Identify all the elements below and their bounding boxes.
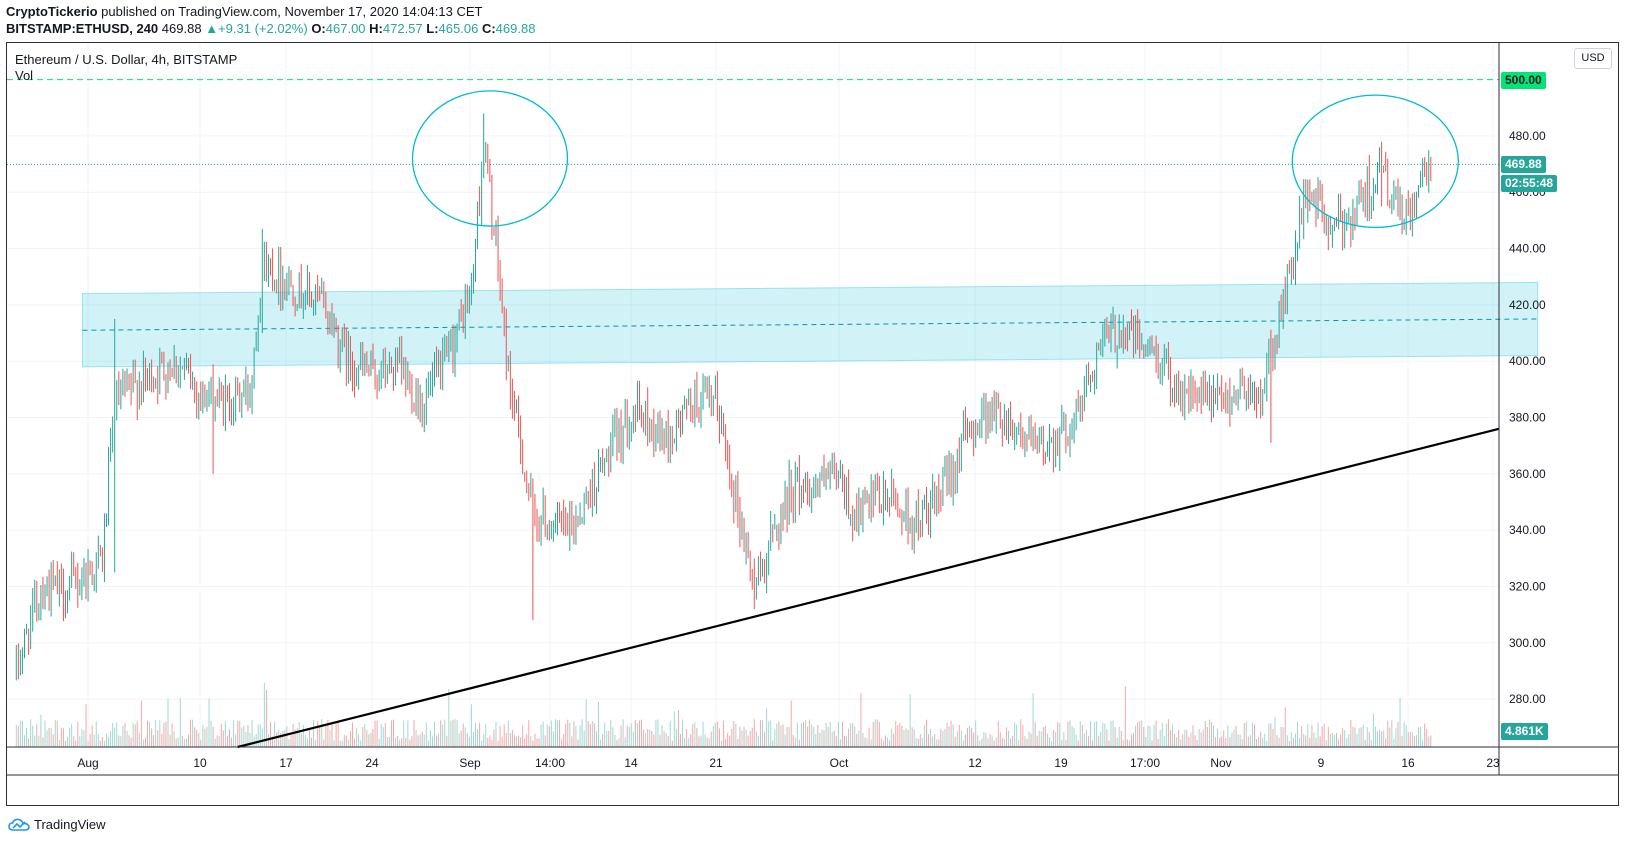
x-tick-label: Nov	[1210, 756, 1231, 770]
low-label: L:	[426, 21, 439, 36]
high-label: H:	[369, 21, 383, 36]
low-value: 465.06	[438, 21, 479, 36]
open-label: O:	[311, 21, 326, 36]
author-name[interactable]: CryptoTickerio	[6, 4, 98, 19]
x-tick-label: 19	[1054, 756, 1068, 770]
volume-legend[interactable]: Vol	[15, 68, 34, 83]
y-tick-label: 440.00	[1509, 242, 1546, 256]
y-tick-label: 480.00	[1509, 129, 1546, 143]
series-title[interactable]: Ethereum / U.S. Dollar, 4h, BITSTAMP	[15, 52, 238, 67]
y-tick-label: 400.00	[1509, 354, 1546, 368]
x-tick-label: 24	[365, 756, 379, 770]
x-tick-label: 9	[1318, 756, 1325, 770]
x-tick-label: 14:00	[535, 756, 565, 770]
resistance-price-label: 500.00	[1501, 71, 1546, 89]
parallel-channel[interactable]	[81, 281, 1539, 368]
footer-brand[interactable]: TradingView	[34, 817, 106, 832]
x-tick-label: Aug	[77, 756, 98, 770]
tradingview-logo-icon	[8, 818, 30, 831]
x-tick-label: 17:00	[1130, 756, 1160, 770]
close-label: C:	[481, 21, 496, 36]
highlight-ellipse[interactable]	[411, 90, 569, 227]
change-icon: ▲	[205, 21, 219, 36]
highlight-ellipse[interactable]	[1291, 94, 1459, 229]
y-tick-label: 280.00	[1509, 692, 1546, 706]
candles	[15, 113, 1432, 681]
symbol: BITSTAMP:ETHUSD, 240	[6, 21, 159, 36]
volume-bars	[15, 682, 1432, 747]
currency-button[interactable]: USD	[1574, 48, 1612, 69]
publish-info: CryptoTickerio published on TradingView.…	[6, 4, 482, 20]
open-value: 467.00	[325, 21, 366, 36]
high-value: 472.57	[382, 21, 423, 36]
symbol-info: BITSTAMP:ETHUSD, 240 469.88 ▲+9.31 (+2.0…	[6, 21, 535, 37]
x-tick-label: 21	[709, 756, 723, 770]
x-tick-label: 12	[968, 756, 982, 770]
y-tick-label: 320.00	[1509, 579, 1546, 593]
y-tick-label: 380.00	[1509, 411, 1546, 425]
x-tick-label: Oct	[830, 756, 849, 770]
close-value: 469.88	[495, 21, 536, 36]
chart-frame	[6, 42, 1619, 806]
published-text: published on TradingView.com, November 1…	[101, 4, 483, 19]
footer: TradingView	[8, 817, 106, 832]
axes: 280.00 300.00 320.00 340.00 360.00 380.00 400.…	[6, 43, 1619, 776]
x-tick-label: 17	[279, 756, 293, 770]
y-tick-label: 300.00	[1509, 636, 1546, 650]
y-tick-label: 340.00	[1509, 523, 1546, 537]
x-tick-label: 23	[1486, 756, 1500, 770]
y-tick-label: 360.00	[1509, 467, 1546, 481]
last-value: 469.88	[161, 21, 202, 36]
grid	[7, 43, 1499, 747]
drawing-lines[interactable]	[7, 79, 1500, 749]
y-tick-label: 420.00	[1509, 298, 1546, 312]
trend-line[interactable]	[237, 427, 1500, 749]
volume-value-label: 4.861K	[1501, 723, 1548, 740]
last-price-label: 469.88	[1501, 156, 1546, 174]
channel-band[interactable]	[81, 281, 1539, 368]
x-tick-label: 14	[624, 756, 638, 770]
x-tick-label: 16	[1401, 756, 1415, 770]
x-tick-label: Sep	[459, 756, 481, 770]
change-value: +9.31 (+2.02%)	[218, 21, 308, 36]
x-tick-label: 10	[193, 756, 207, 770]
countdown-label: 02:55:48	[1501, 175, 1558, 193]
